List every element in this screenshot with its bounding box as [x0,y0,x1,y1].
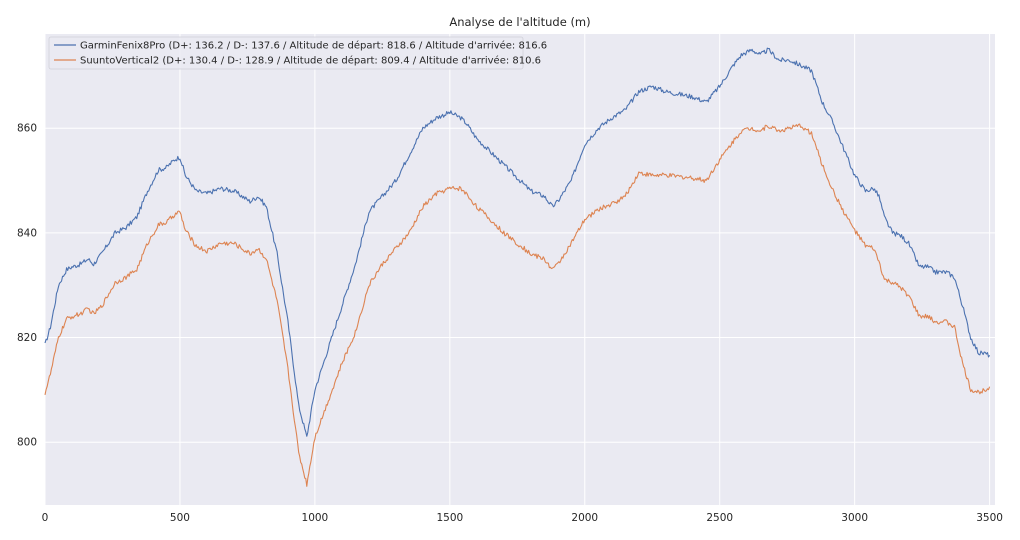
x-tick-label: 3000 [841,512,868,524]
x-tick-label: 0 [42,512,49,524]
grid-lines [44,34,995,505]
y-tick-label: 840 [17,227,37,239]
x-tick-label: 1000 [302,512,329,524]
legend-label-suunto: SuuntoVertical2 (D+: 130.4 / D-: 128.9 /… [80,55,541,67]
x-tick-label: 2500 [706,512,733,524]
legend: GarminFenix8Pro (D+: 136.2 / D-: 137.6 /… [48,36,547,70]
chart-title: Analyse de l'altitude (m) [449,15,590,29]
x-tick-label: 1500 [436,512,463,524]
series-line-suunto [44,123,991,487]
y-tick-label: 800 [17,437,37,449]
plot-area [45,34,995,505]
series-lines [44,47,991,487]
y-tick-label: 860 [17,123,37,135]
x-tick-label: 500 [170,512,190,524]
series-line-garmin [44,47,991,437]
x-tick-label: 2000 [571,512,598,524]
legend-label-garmin: GarminFenix8Pro (D+: 136.2 / D-: 137.6 /… [80,40,547,52]
axis-tick-labels: 0 500 1000 1500 2000 2500 3000 3500 800 820 840 860 [17,123,1003,524]
y-tick-label: 820 [17,332,37,344]
x-tick-label: 3500 [976,512,1003,524]
legend-box [48,36,524,70]
